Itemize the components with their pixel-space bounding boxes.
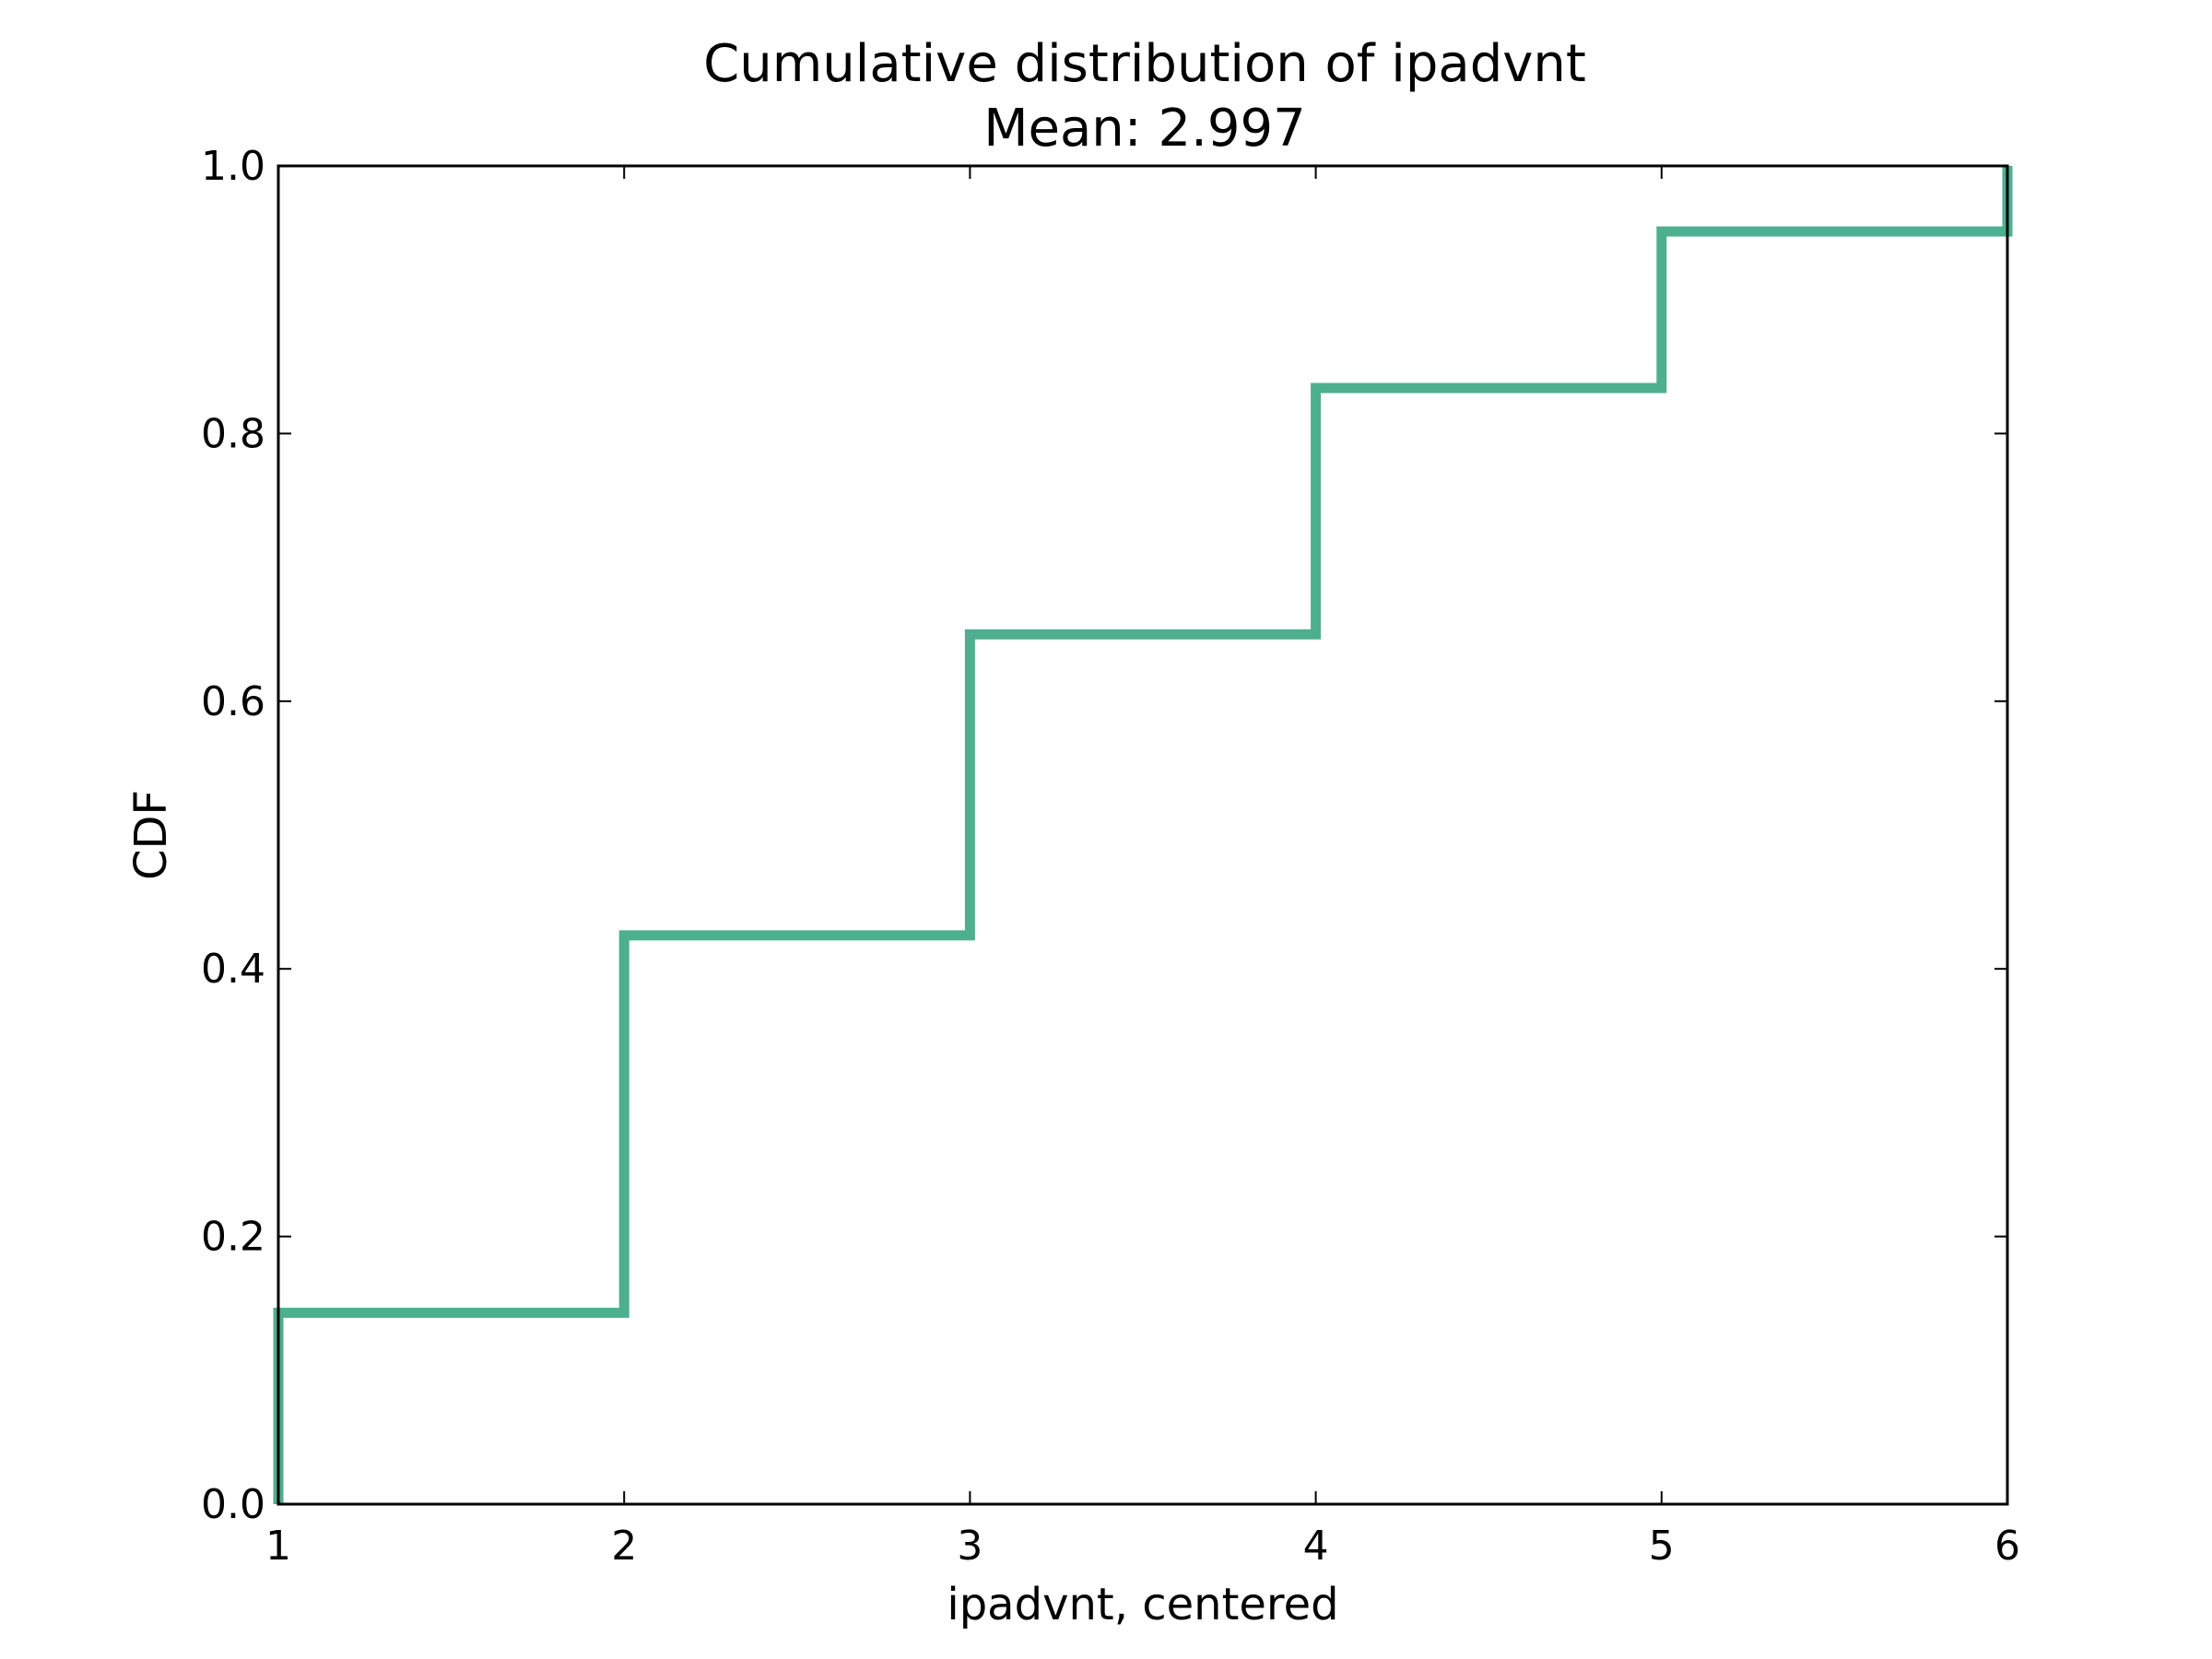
x-tick-label: 1: [265, 1523, 291, 1570]
x-axis-label: ipadvnt, centered: [947, 1579, 1338, 1630]
x-tick-label: 4: [1303, 1523, 1329, 1570]
cdf-step-line-0: [273, 166, 2013, 1504]
y-tick-label: 0.8: [201, 410, 265, 457]
tick-labels: 1 2 3 4 5 6 0.0 0.2 0.4 0.6 0.8 1.0: [201, 143, 2020, 1570]
x-tick-label: 5: [1649, 1523, 1675, 1570]
plot-frame: [276, 164, 2009, 1506]
y-tick-label: 0.2: [201, 1214, 265, 1261]
chart-title: Cumulative distribution of ipadvnt: [703, 34, 1586, 94]
x-tick-label: 3: [957, 1523, 982, 1570]
y-tick-label: 0.0: [201, 1481, 265, 1528]
x-tick-label: 6: [1994, 1523, 2020, 1570]
series-layer: [273, 166, 2013, 1504]
axis-ticks: [277, 165, 2008, 1505]
chart-subtitle: Mean: 2.997: [983, 99, 1306, 159]
y-tick-label: 0.4: [201, 946, 265, 993]
y-tick-label: 1.0: [201, 143, 265, 190]
y-tick-label: 0.6: [201, 678, 265, 725]
x-tick-label: 2: [611, 1523, 637, 1570]
y-axis-label: CDF: [125, 790, 177, 880]
